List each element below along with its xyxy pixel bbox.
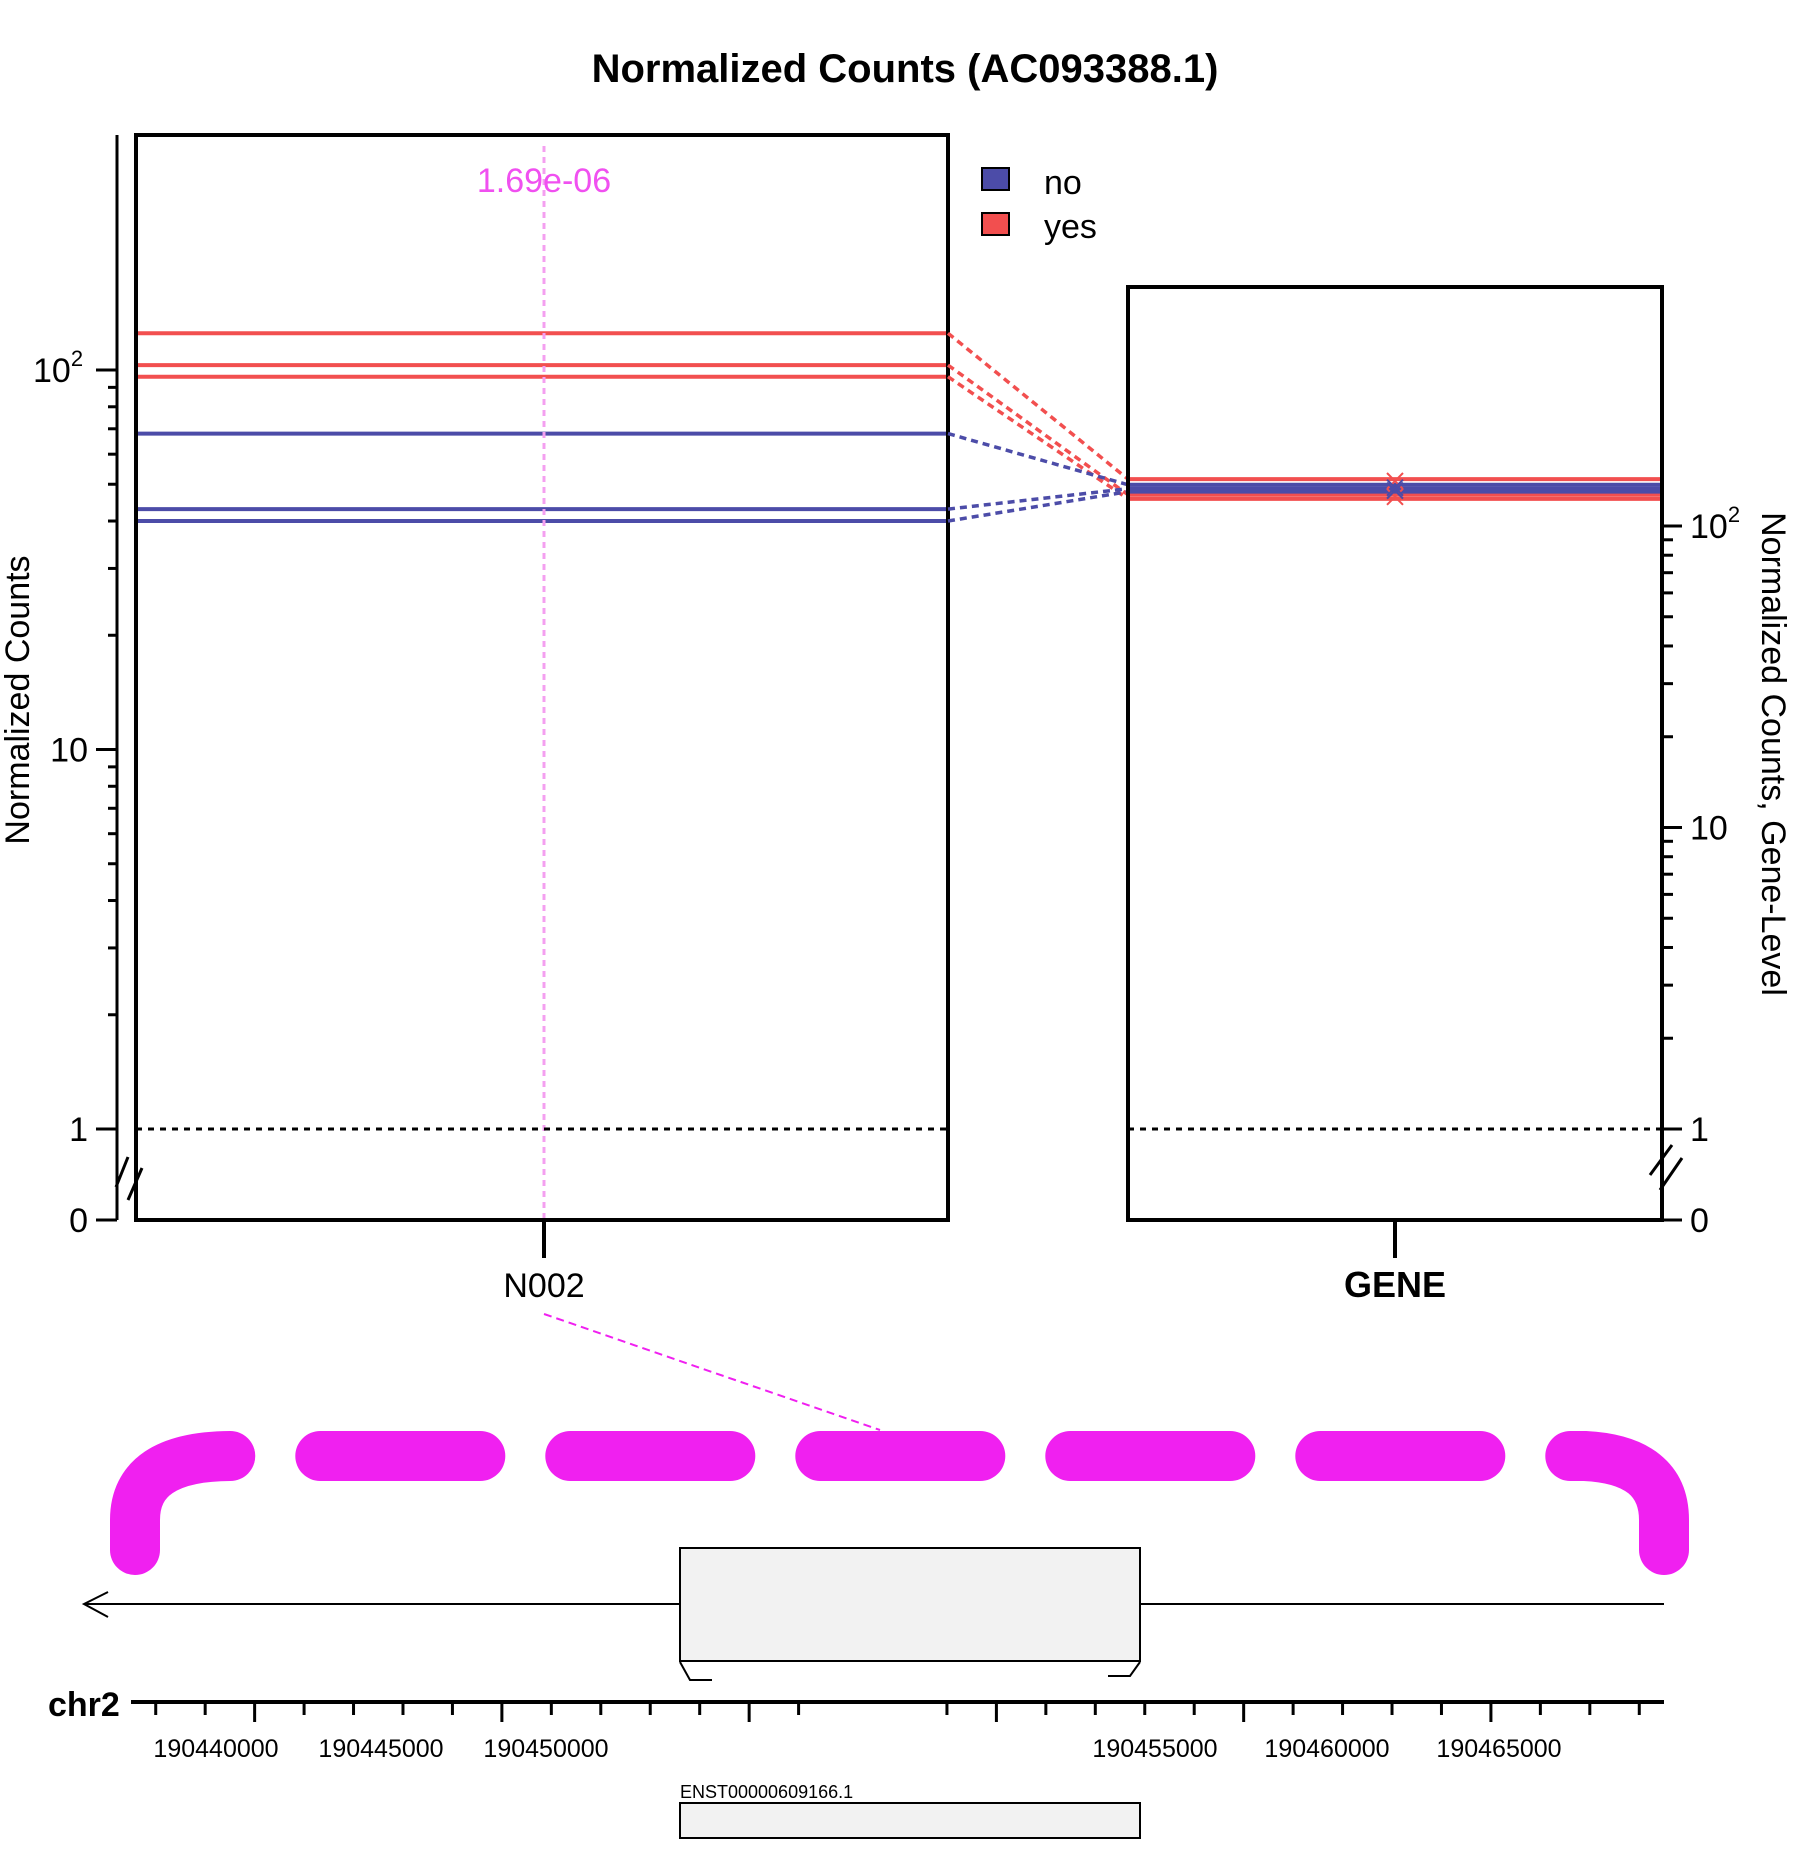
left-y-tick-label: 1 (69, 1111, 88, 1149)
genome-tick-label: 190450000 (483, 1735, 608, 1763)
region-highlight-arc (110, 1431, 1689, 1575)
right-panel: 0 1 10 102 Normalized Counts, Gene-Level GE… (1126, 285, 1792, 1305)
left-series-lines (136, 331, 948, 524)
mean-marker-no (1386, 481, 1404, 500)
genome-tick-label: 190455000 (1092, 1735, 1217, 1763)
legend: no yes (981, 164, 1097, 246)
highlight-link-line (543, 1313, 881, 1431)
mean-marker-yes (1386, 488, 1404, 506)
transcript-box (679, 1802, 1141, 1839)
right-y-tick-label: 102 (1690, 502, 1740, 546)
pvalue-label: 1.69e-06 (477, 162, 611, 200)
connector-yes (946, 331, 1130, 481)
connector-yes (946, 363, 1130, 497)
strand-arrow-icon (81, 1591, 109, 1618)
right-y-axis: 0 1 10 102 (1648, 287, 1740, 1240)
connector-yes (947, 375, 1129, 501)
left-y-axis-label: Normalized Counts (0, 555, 37, 844)
gene-mean-markers (1386, 472, 1404, 506)
right-y-tick-label: 1 (1690, 1111, 1709, 1149)
right-panel-frame (1126, 285, 1664, 1222)
exon-bracket-left (679, 1661, 712, 1681)
left-x-tick-label: N002 (503, 1267, 584, 1305)
legend-label-yes: yes (1044, 208, 1097, 246)
genome-tick-label: 190440000 (153, 1735, 278, 1763)
connector-lines (946, 331, 1130, 523)
left-panel: 1.69e-06 0 1 10 102 Normalized Counts N002 (0, 133, 950, 1305)
genome-tick-label: 190465000 (1436, 1735, 1561, 1763)
legend-swatch-yes (981, 212, 1010, 236)
connector-no (947, 489, 1129, 523)
left-y-tick-label: 102 (33, 346, 83, 390)
left-y-tick-label: 10 (50, 732, 88, 770)
legend-swatch-no (981, 167, 1010, 191)
exon-bracket-right (1108, 1661, 1141, 1677)
mean-marker-no (1386, 478, 1404, 497)
connector-no (947, 486, 1129, 511)
right-y-axis-label: Normalized Counts, Gene-Level (1754, 512, 1792, 996)
genome-axis-ticks (154, 1702, 1641, 1722)
left-y-axis: 0 1 10 102 (33, 135, 144, 1240)
right-y-tick-label: 10 (1690, 810, 1728, 848)
genome-tick-label: 190460000 (1264, 1735, 1389, 1763)
chrom-label: chr2 (48, 1686, 120, 1724)
right-y-tick-label: 0 (1690, 1202, 1709, 1240)
chart-title: Normalized Counts (AC093388.1) (592, 47, 1219, 91)
legend-label-no: no (1044, 164, 1082, 202)
exon-box (679, 1547, 1141, 1662)
gene-track: chr2 190440000 190445000 190450000 19045… (48, 1313, 1689, 1839)
genome-tick-label: 190445000 (318, 1735, 443, 1763)
left-panel-frame (134, 133, 950, 1222)
transcript-label: ENST00000609166.1 (680, 1782, 853, 1802)
left-y-tick-label: 0 (69, 1202, 88, 1240)
right-x-tick-label: GENE (1344, 1264, 1446, 1305)
